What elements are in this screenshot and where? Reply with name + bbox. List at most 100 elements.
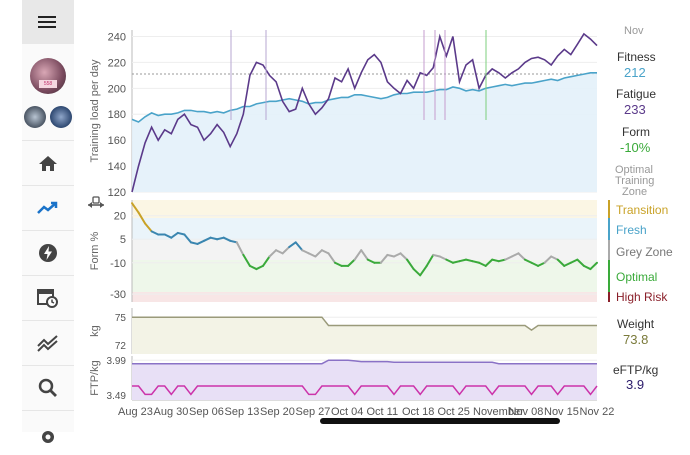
form-line-segment xyxy=(242,253,251,267)
form-line-segment xyxy=(314,249,323,258)
avatar[interactable]: 558 xyxy=(30,58,66,94)
form-line-segment xyxy=(478,261,487,267)
form-line-segment xyxy=(216,236,225,241)
compare-icon xyxy=(37,335,58,352)
bolt-icon xyxy=(39,244,57,262)
fitness-chart: Training load per day 240 220 200 180 160 140 1… xyxy=(88,30,614,418)
menu-icon xyxy=(38,16,56,28)
form-line-segment xyxy=(582,264,592,271)
weight-value: 73.8 xyxy=(623,332,649,347)
x-tick-label: Nov 08 xyxy=(509,406,544,418)
zone-optimal-label: Optimal xyxy=(616,270,658,284)
form-line-segment xyxy=(222,236,232,242)
fitness-line xyxy=(131,72,597,123)
zone-grey-band xyxy=(132,240,597,260)
eftp-label: eFTP/kg xyxy=(613,363,659,377)
y-tick-label: 220 xyxy=(108,57,126,69)
x-tick-label: Sep 06 xyxy=(189,406,224,418)
y-axis-label-3: FTP/kg xyxy=(89,360,101,395)
weight-line xyxy=(132,316,597,332)
sidebar: 558 xyxy=(22,0,74,443)
resize-handle[interactable] xyxy=(88,196,104,208)
form-line-segment xyxy=(399,252,409,261)
y-tick-label: 72 xyxy=(115,341,127,352)
y-tick-label: 3.49 xyxy=(107,391,127,402)
y-tick-label: 180 xyxy=(108,109,126,121)
x-tick-label: Oct 18 xyxy=(402,406,434,418)
y-tick-label: 200 xyxy=(108,83,126,95)
y-tick-label: 20 xyxy=(114,211,126,223)
form-line-segment xyxy=(176,231,186,236)
fitness-area xyxy=(132,72,597,192)
form-line-segment xyxy=(196,239,206,245)
sidebar-item-calendar[interactable] xyxy=(22,275,74,320)
form-line-segment xyxy=(170,231,179,239)
x-tick-label: Sep 13 xyxy=(225,406,260,418)
form-line-segment xyxy=(301,249,310,255)
y-tick-label: 75 xyxy=(115,313,127,324)
sidebar-item-fitness[interactable] xyxy=(22,185,74,230)
fatigue-line xyxy=(131,32,598,193)
avatar-tag: 558 xyxy=(39,80,57,88)
zone-fresh-label: Fresh xyxy=(616,223,647,237)
zone-transition-label: Transition xyxy=(616,203,669,217)
form-line-segment xyxy=(144,222,153,233)
top-date-label: Nov xyxy=(624,25,644,37)
form-line-segment xyxy=(294,241,304,252)
sidebar-item-search[interactable] xyxy=(22,365,74,410)
form-line-segment xyxy=(458,258,468,263)
x-tick-label: November xyxy=(473,406,524,418)
form-line-segment xyxy=(379,253,389,264)
search-icon xyxy=(38,378,57,397)
form-line-segment xyxy=(366,258,376,264)
y-tick-label: -30 xyxy=(110,289,126,301)
y-axis-label-0: Training load per day xyxy=(89,59,101,162)
form-line-segment xyxy=(484,258,494,267)
zone-fresh-band xyxy=(132,218,597,240)
x-tick-label: Nov 15 xyxy=(544,406,579,418)
fatigue-label: Fatigue xyxy=(616,87,657,101)
form-line-segment xyxy=(471,260,481,264)
form-line-segment xyxy=(131,202,140,214)
fitness-value: 212 xyxy=(624,65,646,80)
form-line-segment xyxy=(550,255,559,261)
form-line-segment xyxy=(432,253,441,258)
avatar-tertiary[interactable] xyxy=(50,106,72,128)
form-line-segment xyxy=(543,255,553,264)
y-axis-label-1: Form % xyxy=(89,232,101,271)
form-line-segment xyxy=(327,252,337,264)
form-line-segment xyxy=(510,252,520,258)
zone-optimal-band xyxy=(132,260,597,292)
form-line-segment xyxy=(209,236,219,241)
form-line-segment xyxy=(235,241,245,256)
form-label: Form xyxy=(622,125,650,139)
avatar-secondary[interactable] xyxy=(24,106,46,128)
form-line-segment xyxy=(183,233,192,244)
form-line-segment xyxy=(334,261,343,267)
calendar-clock-icon xyxy=(37,289,58,308)
y-tick-label: 240 xyxy=(108,31,126,43)
home-indicator[interactable] xyxy=(320,418,560,424)
sidebar-item-home[interactable] xyxy=(22,140,74,185)
form-line-segment xyxy=(576,258,585,267)
zone-highrisk-label: High Risk xyxy=(616,290,668,304)
menu-button[interactable] xyxy=(22,0,74,44)
x-tick-label: Oct 04 xyxy=(331,406,363,418)
form-line-segment xyxy=(386,253,395,258)
form-line-segment xyxy=(150,230,160,236)
y-tick-label: 120 xyxy=(108,187,126,199)
form-line-segment xyxy=(438,255,448,261)
weight-area xyxy=(132,317,597,354)
sidebar-item-power[interactable] xyxy=(22,230,74,275)
optimal-zone-label-2: Training xyxy=(615,175,655,187)
x-tick-label: Sep 27 xyxy=(296,406,331,418)
form-line-segment xyxy=(523,258,533,264)
sidebar-item-compare[interactable] xyxy=(22,320,74,365)
form-line-segment xyxy=(261,255,271,267)
y-axis-label-2: kg xyxy=(89,325,101,337)
form-value: -10% xyxy=(620,140,651,155)
optimal-zone-label-1: Optimal xyxy=(615,164,653,176)
form-line-segment xyxy=(189,241,199,245)
form-line-segment xyxy=(445,258,454,264)
y-tick-label: -10 xyxy=(110,258,126,270)
